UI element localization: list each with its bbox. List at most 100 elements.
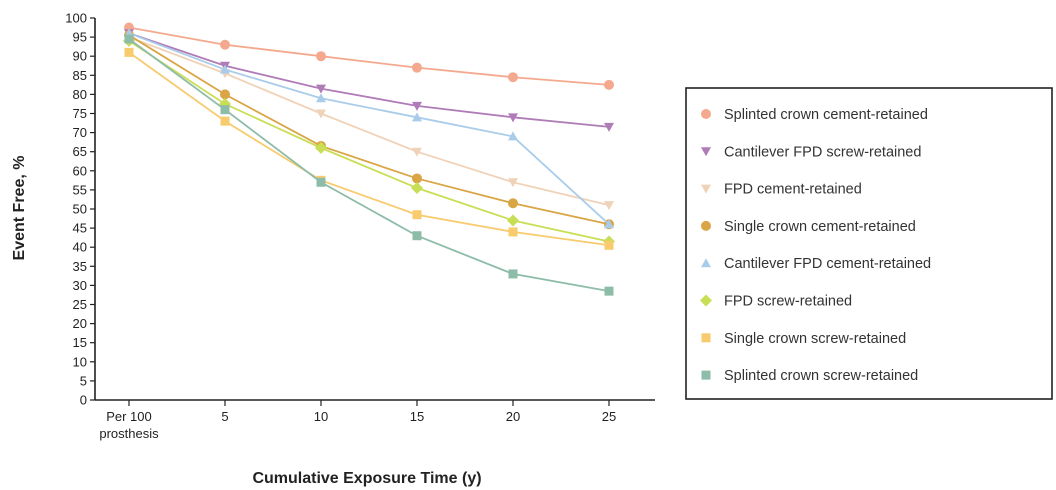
legend-entry-label: FPD screw-retained (724, 294, 852, 310)
data-point (316, 93, 326, 103)
x-tick-label: 25 (602, 409, 616, 424)
data-point (124, 34, 134, 44)
series-4 (124, 28, 614, 229)
y-tick-label: 25 (73, 297, 87, 312)
series-7 (124, 34, 614, 296)
y-tick-label: 30 (73, 278, 87, 293)
data-point (316, 177, 326, 187)
legend-entry-label: Cantilever FPD cement-retained (724, 256, 931, 272)
data-point (507, 214, 519, 227)
series-line (128, 36, 610, 207)
series-line (128, 32, 610, 225)
data-point (604, 79, 614, 90)
y-axis-title: Event Free, % (11, 156, 28, 261)
series-1 (124, 29, 614, 132)
data-point (220, 116, 230, 126)
legend-entry-label: FPD cement-retained (724, 182, 862, 198)
data-point (412, 231, 422, 241)
y-tick-label: 10 (73, 354, 87, 369)
x-tick-label: Per 100 (106, 409, 152, 424)
y-tick-label: 0 (80, 393, 87, 408)
data-point (508, 269, 518, 279)
legend-marker (701, 370, 711, 380)
series-0 (124, 22, 614, 90)
data-point (412, 173, 422, 184)
x-axis-ticks: Per 100 prosthesis 5 10 15 20 25 (99, 400, 616, 441)
data-point (412, 147, 422, 157)
series-line (128, 51, 610, 247)
y-tick-label: 50 (73, 202, 87, 217)
y-tick-label: 95 (73, 30, 87, 45)
x-tick-label: 20 (506, 409, 520, 424)
legend-marker (701, 220, 711, 231)
data-point (508, 178, 518, 188)
data-point (508, 72, 518, 83)
x-tick-label: 10 (314, 409, 328, 424)
data-point (604, 219, 614, 229)
legend: Splinted crown cement-retained Cantilever… (685, 87, 1053, 400)
legend-entry-label: Single crown cement-retained (724, 219, 916, 235)
data-point (604, 286, 614, 296)
series-group (123, 22, 615, 296)
data-point (316, 51, 326, 62)
y-tick-label: 75 (73, 106, 87, 121)
series-line (128, 32, 610, 128)
y-tick-label: 20 (73, 316, 87, 331)
data-point (508, 227, 518, 237)
data-point (508, 198, 518, 209)
data-point (316, 84, 326, 94)
series-line (128, 26, 610, 86)
series-line (128, 38, 610, 293)
data-point (508, 113, 518, 123)
x-tick-label: 5 (221, 409, 228, 424)
data-point (411, 181, 423, 194)
legend-marker (701, 147, 711, 157)
y-tick-label: 90 (73, 49, 87, 64)
data-point (412, 210, 422, 220)
y-tick-label: 5 (80, 373, 87, 388)
y-tick-label: 70 (73, 125, 87, 140)
data-point (220, 89, 230, 100)
y-axis-ticks: 0 5 10 15 20 25 30 35 40 45 50 55 60 65 70 75 80 85 90 95 10… (65, 11, 95, 408)
legend-box (685, 87, 1053, 400)
x-axis-title: Cumulative Exposure Time (y) (252, 470, 481, 487)
series-5 (123, 34, 615, 248)
legend-marker (701, 109, 711, 119)
data-point (604, 240, 614, 250)
y-tick-label: 100 (65, 11, 87, 26)
y-tick-label: 80 (73, 87, 87, 102)
y-tick-label: 60 (73, 163, 87, 178)
data-point (604, 122, 614, 132)
data-point (124, 47, 134, 57)
data-point (412, 101, 422, 111)
legend-marker (701, 258, 711, 268)
y-tick-label: 85 (73, 68, 87, 83)
legend-entry-label: Splinted crown screw-retained (724, 368, 918, 384)
x-tick-label: prosthesis (99, 426, 159, 441)
y-tick-label: 15 (73, 335, 87, 350)
y-tick-label: 55 (73, 182, 87, 197)
series-line (128, 34, 610, 226)
x-tick-label: 15 (410, 409, 424, 424)
legend-marker (700, 294, 712, 307)
legend-marker (701, 333, 711, 343)
data-point (220, 64, 230, 74)
series-line (128, 40, 610, 243)
data-point (316, 109, 326, 119)
legend-entry-label: Splinted crown cement-retained (724, 107, 928, 123)
y-tick-label: 40 (73, 240, 87, 255)
data-point (412, 62, 422, 73)
data-point (508, 131, 518, 141)
y-tick-label: 35 (73, 259, 87, 274)
data-point (220, 39, 230, 50)
legend-entry-label: Cantilever FPD screw-retained (724, 144, 921, 160)
data-point (315, 141, 327, 154)
data-point (220, 105, 230, 115)
legend-entry-label: Single crown screw-retained (724, 331, 906, 347)
data-point (412, 112, 422, 122)
data-point (604, 201, 614, 211)
y-tick-label: 65 (73, 144, 87, 159)
legend-marker (701, 184, 711, 194)
y-tick-label: 45 (73, 221, 87, 236)
